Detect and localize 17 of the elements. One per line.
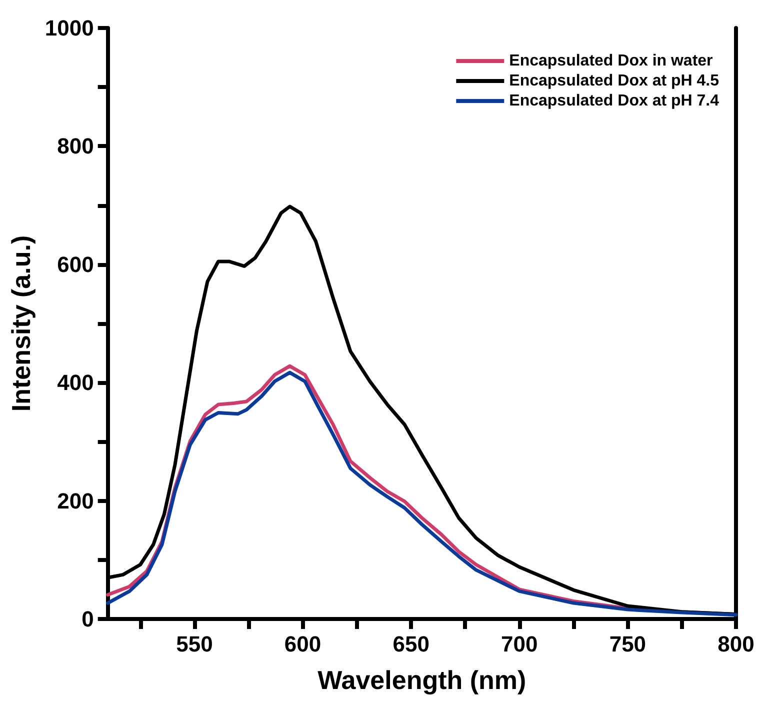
y-tick-label: 400	[57, 370, 94, 396]
y-tick-label: 0	[82, 606, 94, 632]
legend-label: Encapsulated Dox in water	[509, 52, 713, 70]
y-tick-label: 200	[57, 488, 94, 514]
y-tick-label: 1000	[44, 16, 94, 40]
x-tick-label: 600	[284, 632, 322, 656]
x-axis-title: Wavelength (nm)	[318, 665, 526, 695]
x-tick-label: 550	[176, 632, 213, 656]
y-axis-title: Intensity (a.u.)	[6, 235, 36, 412]
x-tick-label: 650	[392, 632, 430, 656]
legend-label: Encapsulated Dox at pH 7.4	[509, 92, 720, 110]
x-tick-label: 750	[609, 632, 646, 656]
legend-label: Encapsulated Dox at pH 4.5	[509, 72, 720, 90]
y-tick-label: 800	[57, 134, 94, 159]
y-tick-label: 600	[57, 252, 94, 277]
x-tick-label: 700	[501, 632, 538, 656]
x-tick-label: 800	[718, 632, 754, 656]
